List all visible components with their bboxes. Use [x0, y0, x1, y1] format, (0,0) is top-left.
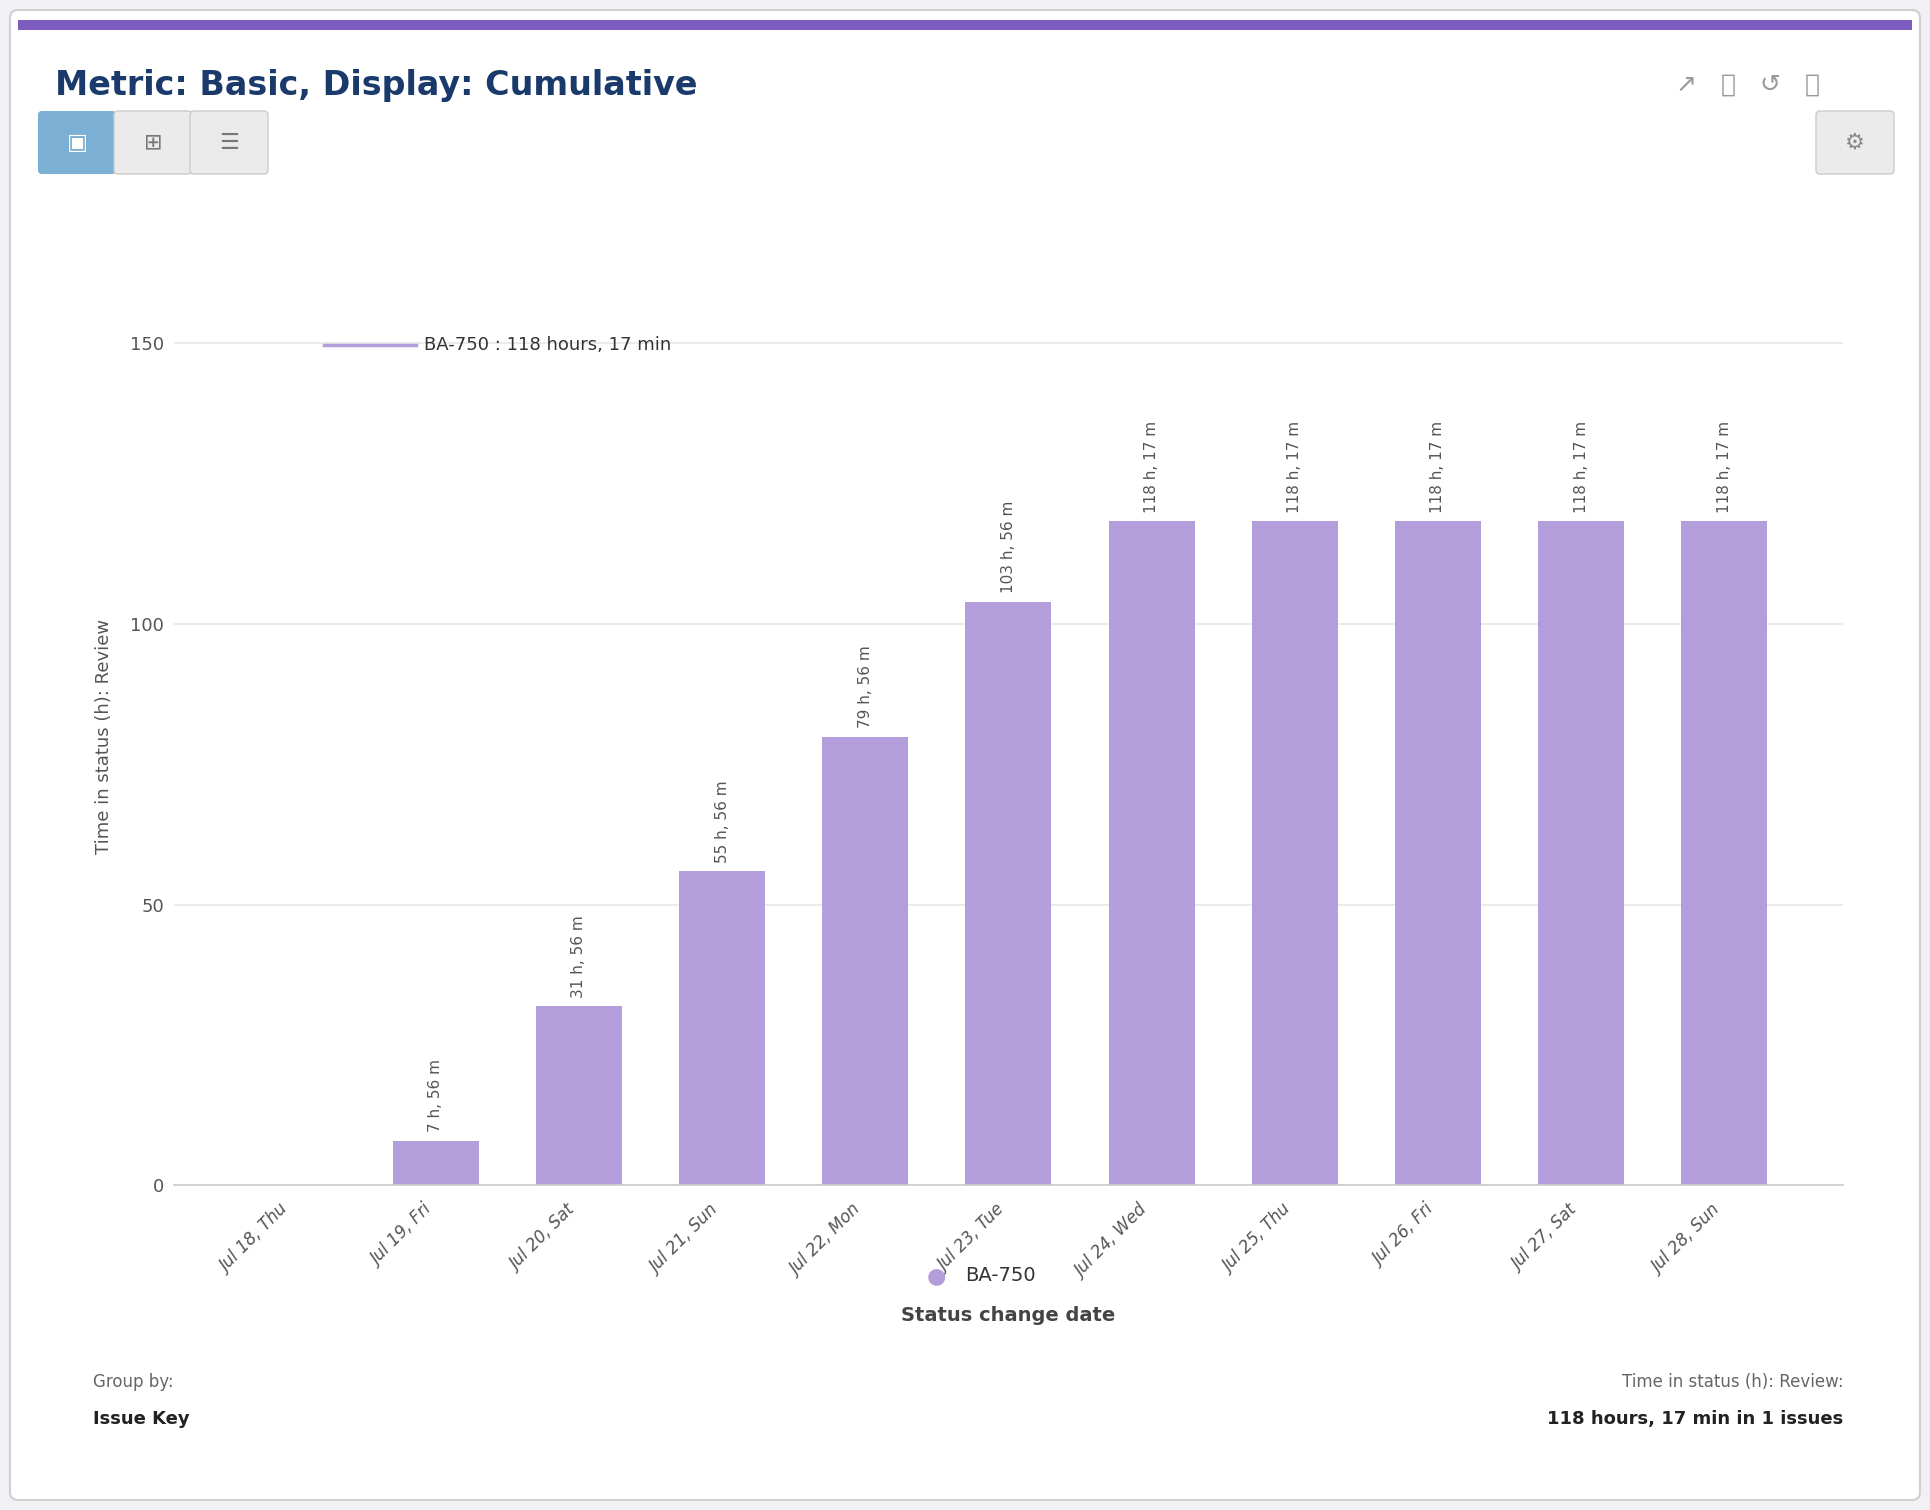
Text: 79 h, 56 m: 79 h, 56 m	[857, 645, 872, 728]
FancyBboxPatch shape	[39, 112, 116, 174]
Text: 55 h, 56 m: 55 h, 56 m	[714, 781, 730, 862]
Text: ▣: ▣	[66, 133, 87, 153]
Text: 7 h, 56 m: 7 h, 56 m	[428, 1060, 444, 1132]
Text: 118 h, 17 m: 118 h, 17 m	[1718, 421, 1731, 513]
FancyBboxPatch shape	[189, 112, 268, 174]
Bar	[17, 20, 1913, 30]
Text: Issue Key: Issue Key	[93, 1410, 189, 1428]
Text: 118 hours, 17 min in 1 issues: 118 hours, 17 min in 1 issues	[1548, 1410, 1843, 1428]
Text: ●: ●	[926, 1265, 946, 1287]
Text: 118 h, 17 m: 118 h, 17 m	[1430, 421, 1446, 513]
Text: BA-750: BA-750	[965, 1267, 1036, 1285]
Text: 118 h, 17 m: 118 h, 17 m	[1573, 421, 1588, 513]
Bar	[1108, 521, 1195, 1185]
FancyBboxPatch shape	[114, 112, 191, 174]
Bar	[1253, 521, 1337, 1185]
Text: 118 h, 17 m: 118 h, 17 m	[1287, 421, 1303, 513]
FancyBboxPatch shape	[10, 11, 1920, 1499]
Text: Group by:: Group by:	[93, 1373, 174, 1391]
Text: Metric: Basic, Display: Cumulative: Metric: Basic, Display: Cumulative	[54, 68, 697, 101]
Bar	[822, 737, 909, 1185]
Bar	[1538, 521, 1623, 1185]
Text: ⊞: ⊞	[143, 133, 162, 153]
Bar	[679, 871, 764, 1185]
Text: 31 h, 56 m: 31 h, 56 m	[571, 915, 587, 998]
Text: BA-750 : 118 hours, 17 min: BA-750 : 118 hours, 17 min	[425, 337, 672, 355]
Y-axis label: Time in status (h): Review: Time in status (h): Review	[95, 619, 114, 853]
X-axis label: Status change date: Status change date	[901, 1306, 1116, 1324]
FancyBboxPatch shape	[1816, 112, 1893, 174]
Text: ↗   ⛶   ↺   🔗: ↗ ⛶ ↺ 🔗	[1675, 72, 1820, 97]
Bar	[537, 1006, 621, 1185]
Bar	[394, 1140, 479, 1185]
Bar	[1395, 521, 1480, 1185]
Text: ⚙: ⚙	[1845, 133, 1864, 153]
Bar	[1681, 521, 1768, 1185]
Text: ☰: ☰	[218, 133, 239, 153]
Text: 103 h, 56 m: 103 h, 56 m	[1002, 501, 1015, 593]
Bar	[965, 601, 1052, 1185]
Text: 118 h, 17 m: 118 h, 17 m	[1144, 421, 1160, 513]
Text: Time in status (h): Review:: Time in status (h): Review:	[1621, 1373, 1843, 1391]
